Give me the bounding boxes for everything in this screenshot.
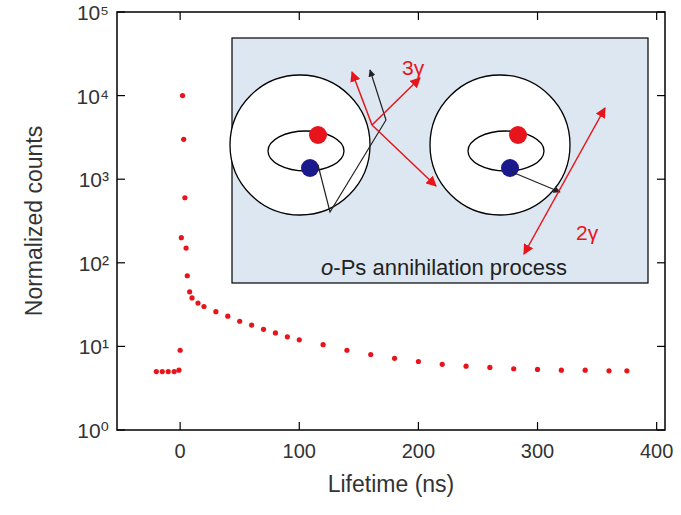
x-tick	[299, 12, 300, 20]
data-point	[182, 195, 187, 200]
data-point	[583, 368, 588, 373]
data-point	[237, 319, 242, 324]
data-point	[178, 348, 183, 353]
x-tick	[418, 12, 419, 20]
data-point	[368, 352, 373, 357]
data-point	[511, 366, 516, 371]
data-point	[172, 369, 177, 374]
plot-frame	[117, 12, 665, 430]
x-tick	[537, 422, 538, 430]
x-tick	[537, 12, 538, 20]
data-point	[261, 327, 266, 332]
data-point	[606, 368, 611, 373]
data-point	[160, 369, 165, 374]
y-tick-label: 10¹	[79, 335, 109, 358]
data-point	[183, 245, 188, 250]
data-point	[273, 330, 278, 335]
y-tick	[657, 262, 665, 263]
inset: 3γ 2γ o-Ps annihilation process	[230, 38, 648, 283]
x-tick-label: 400	[640, 440, 673, 462]
y-tick	[657, 346, 665, 347]
y-tick	[117, 95, 125, 96]
inset-title: o-Ps annihilation process	[321, 255, 567, 280]
annotation: 3γ	[402, 56, 425, 79]
data-point	[185, 273, 190, 278]
x-tick	[656, 422, 657, 430]
x-tick-label: 300	[521, 440, 554, 462]
pickoff-path	[512, 172, 560, 192]
chart: 0 100 200 300 400 10⁰ 10¹ 10² 10³ 10⁴ 10⁵ Lifetime …	[0, 0, 681, 515]
pickoff-path	[318, 70, 386, 212]
data-point	[213, 309, 218, 314]
positron	[509, 126, 527, 144]
data-point	[535, 367, 540, 372]
data-point	[176, 368, 181, 373]
x-axis-title: Lifetime (ns)	[328, 471, 455, 497]
y-tick-label: 10³	[79, 168, 109, 191]
data-point	[285, 334, 290, 339]
y-axis-title: Normalized counts	[21, 126, 47, 316]
x-tick	[299, 422, 300, 430]
data-point	[440, 362, 445, 367]
data-point	[225, 314, 230, 319]
data-point	[179, 235, 184, 240]
x-tick	[418, 422, 419, 430]
x-tick-label: 0	[175, 440, 186, 462]
data-point	[154, 369, 159, 374]
positron	[309, 126, 327, 144]
data-point	[180, 93, 185, 98]
x-tick	[180, 422, 181, 430]
data-point	[344, 348, 349, 353]
data-point	[487, 365, 492, 370]
data-point	[624, 368, 629, 373]
pore	[230, 75, 370, 215]
annotation: 2γ	[576, 221, 599, 244]
x-tick	[656, 12, 657, 20]
x-tick	[180, 12, 181, 20]
y-tick-label: 10⁴	[77, 85, 109, 108]
data-point	[201, 304, 206, 309]
data-point	[320, 342, 325, 347]
data-point	[181, 137, 186, 142]
x-tick-label: 200	[402, 440, 435, 462]
gamma-arrow	[352, 72, 372, 125]
x-tick-label: 100	[283, 440, 316, 462]
data-point	[195, 300, 200, 305]
data-point	[559, 368, 564, 373]
y-tick	[117, 179, 125, 180]
y-tick-label: 10⁰	[77, 419, 109, 442]
gamma-arrow	[524, 108, 605, 254]
gamma-arrow	[372, 78, 420, 125]
data-point	[166, 369, 171, 374]
y-tick	[657, 95, 665, 96]
y-tick	[117, 262, 125, 263]
data-point	[189, 295, 194, 300]
y-tick	[657, 179, 665, 180]
data-point	[249, 322, 254, 327]
data-point	[392, 356, 397, 361]
y-tick-label: 10⁵	[77, 1, 109, 24]
data-point	[416, 359, 421, 364]
data-point	[297, 337, 302, 342]
y-tick-label: 10²	[79, 252, 109, 275]
pore	[430, 75, 570, 215]
y-tick	[117, 346, 125, 347]
electron	[301, 159, 319, 177]
gamma-arrow	[372, 125, 436, 186]
data-point	[187, 289, 192, 294]
data-point	[463, 364, 468, 369]
